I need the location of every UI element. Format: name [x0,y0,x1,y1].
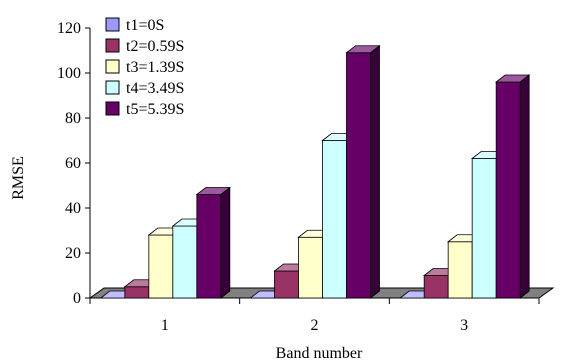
y-tick-label: 60 [65,155,81,172]
bar-front [495,81,521,299]
legend-swatch [105,59,120,74]
bar-front [172,225,198,299]
bar-side [370,44,380,299]
legend-label: t1=0S [126,17,164,34]
bar [345,44,381,299]
legend-label: t4=3.49S [126,80,184,97]
legend: t1=0S t2=0.59S t3=1.39S t4=3.49S t5=5.39S [105,17,184,118]
x-axis-label: Band number [276,345,363,362]
bar-front [298,236,323,299]
legend-swatch [105,80,120,95]
y-tick-label: 20 [65,245,81,262]
y-tick-label: 80 [65,110,81,127]
bar-side [519,74,530,299]
bar-side [220,186,231,299]
legend-swatch [105,38,120,53]
legend-label: t3=1.39S [126,59,184,76]
bar-front [322,140,347,299]
bar-front [471,158,497,299]
legend-swatch [105,101,120,116]
x-tick-label: 1 [161,317,169,334]
y-tick-label: 40 [65,200,81,217]
bars [99,44,531,299]
y-ticks: 0 20 40 60 80 100 120 [57,20,90,307]
y-tick-label: 120 [57,20,81,37]
bar-front [447,241,473,299]
x-ticks: 1 2 3 [89,298,540,334]
bar-top [345,45,381,54]
y-tick-label: 0 [73,290,81,307]
legend-label: t5=5.39S [126,101,184,118]
bar-front [196,194,222,299]
bar-front [148,234,174,299]
bar-front [274,270,299,299]
x-tick-label: 3 [460,317,468,334]
bar-top [495,74,531,83]
y-tick-label: 100 [57,65,81,82]
legend-swatch [105,17,120,32]
legend-label: t2=0.59S [126,38,184,55]
bar [495,74,531,299]
bar [195,186,231,299]
bar-front [423,275,449,299]
bar-front [124,286,150,299]
bar-front [346,52,371,299]
y-axis-label: RMSE [10,156,27,200]
x-tick-label: 2 [311,317,319,334]
bar-top [195,187,231,195]
